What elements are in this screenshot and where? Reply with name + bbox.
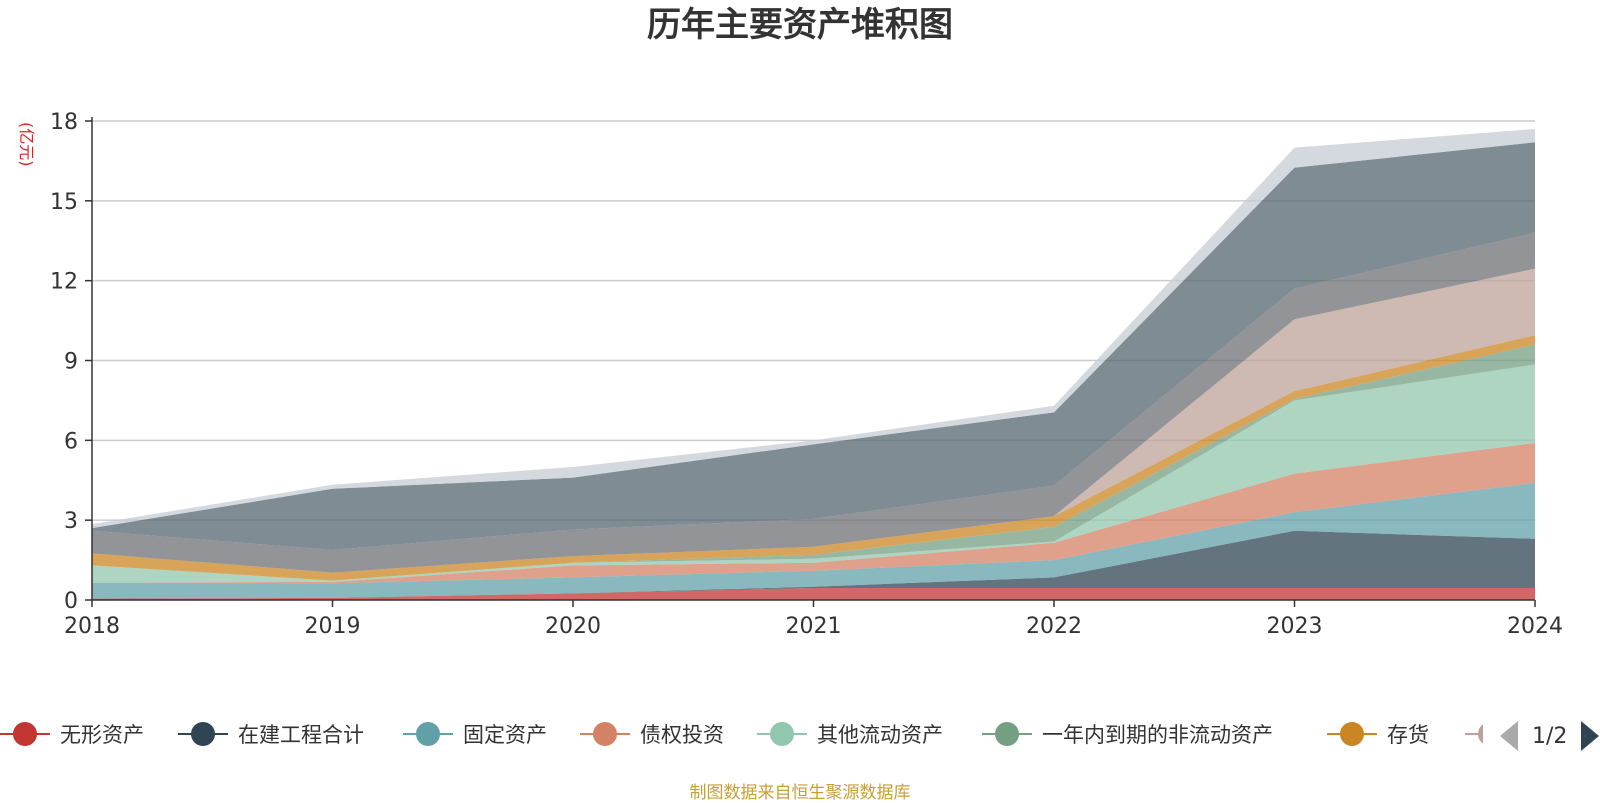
- x-tick-label: 2022: [1026, 614, 1082, 639]
- legend-pager: 1/2: [1500, 716, 1600, 756]
- legend-item[interactable]: 债权投资: [580, 714, 724, 754]
- area-在建工程合计[interactable]: [92, 530, 1535, 599]
- area-交易性金融资产[interactable]: [92, 268, 1535, 573]
- y-tick-label: 3: [64, 509, 78, 534]
- legend-swatch-icon: [982, 720, 1032, 748]
- legend-item[interactable]: 固定资产: [403, 714, 547, 754]
- legend: 无形资产 在建工程合计 固定资产 债权投资 其他流动资产 一年内到期的非流动资产 存货: [0, 714, 1600, 754]
- stacked-area-chart: 0 3 6 9 12 15 18 2018 2019 2020 2021 2022 2023 2024: [50, 110, 1563, 639]
- legend-label: 债权投资: [640, 723, 724, 747]
- legend-item-partial: [1465, 714, 1483, 754]
- x-tick-label: 2018: [64, 614, 120, 639]
- legend-item[interactable]: 在建工程合计: [178, 714, 364, 754]
- y-tick-label: 6: [64, 429, 78, 454]
- y-tick-label: 15: [50, 190, 78, 215]
- x-tick-label: 2024: [1507, 614, 1563, 639]
- legend-swatch-icon: [580, 720, 630, 748]
- legend-item[interactable]: 无形资产: [0, 714, 144, 754]
- legend-label: 存货: [1387, 723, 1429, 747]
- legend-swatch-icon: [403, 720, 453, 748]
- legend-label: 在建工程合计: [238, 723, 364, 747]
- legend-swatch-icon: [178, 720, 228, 748]
- legend-swatch-icon: [1327, 720, 1377, 748]
- area-应收账款[interactable]: [92, 232, 1535, 573]
- legend-item[interactable]: 一年内到期的非流动资产: [982, 714, 1273, 754]
- axes: 0 3 6 9 12 15 18 2018 2019 2020 2021 2022 2023 2024: [50, 110, 1563, 639]
- area-固定资产[interactable]: [92, 482, 1535, 599]
- y-tick-label: 12: [50, 270, 78, 295]
- x-tick-label: 2023: [1267, 614, 1323, 639]
- y-tick-label: 9: [64, 350, 78, 375]
- chart-title: 历年主要资产堆积图: [647, 5, 953, 45]
- x-tick-label: 2021: [786, 614, 842, 639]
- legend-item[interactable]: 其他流动资产: [757, 714, 943, 754]
- area-series: [92, 128, 1535, 600]
- legend-label: 一年内到期的非流动资产: [1042, 723, 1273, 747]
- legend-label: 无形资产: [60, 723, 144, 747]
- legend-swatch-icon: [0, 720, 50, 748]
- legend-next-page-icon[interactable]: [1581, 721, 1600, 751]
- y-tick-label: 0: [64, 589, 78, 614]
- legend-label: 其他流动资产: [817, 723, 943, 747]
- area-其他流动资产[interactable]: [92, 364, 1535, 583]
- legend-page-indicator: 1/2: [1532, 723, 1568, 749]
- y-tick-label: 18: [50, 110, 78, 135]
- x-tick-label: 2019: [305, 614, 361, 639]
- area-债权投资[interactable]: [92, 442, 1535, 584]
- legend-label: 固定资产: [463, 723, 547, 747]
- area-货币资金[interactable]: [92, 142, 1535, 550]
- legend-swatch-icon: [757, 720, 807, 748]
- legend-prev-page-icon[interactable]: [1500, 721, 1518, 751]
- area-无形资产[interactable]: [92, 588, 1535, 600]
- x-tick-label: 2020: [545, 614, 601, 639]
- data-source-footer: 制图数据来自恒生聚源数据库: [689, 783, 911, 803]
- legend-item[interactable]: 存货: [1327, 714, 1429, 754]
